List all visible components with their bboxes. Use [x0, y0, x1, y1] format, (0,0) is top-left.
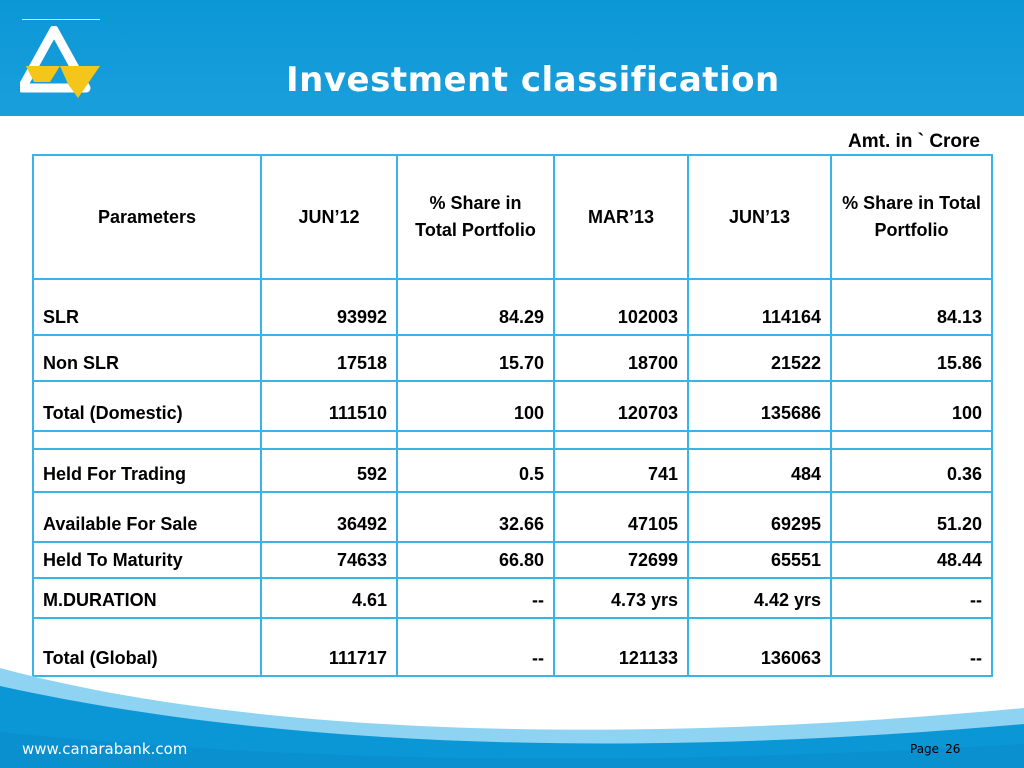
- cell-share-jun12: --: [396, 577, 555, 619]
- cell-parameter: Non SLR: [32, 334, 262, 382]
- slide-title: Investment classification: [286, 60, 780, 100]
- cell-parameter: Available For Sale: [32, 491, 262, 543]
- cell-share-jun13: 15.86: [830, 334, 993, 382]
- cell-jun12: 93992: [260, 278, 398, 336]
- cell-parameter: Total (Domestic): [32, 380, 262, 432]
- cell-share-jun12: 84.29: [396, 278, 555, 336]
- cell-mar13: 18700: [553, 334, 689, 382]
- header-parameters: Parameters: [32, 154, 262, 280]
- cell-mar13: 102003: [553, 278, 689, 336]
- table-row: Total (Global) 111717 -- 121133 136063 -…: [32, 617, 993, 677]
- cell-share-jun13: --: [830, 617, 993, 677]
- table-row: SLR 93992 84.29 102003 114164 84.13: [32, 278, 993, 336]
- cell-jun12: 74633: [260, 541, 398, 579]
- header-jun13: JUN’13: [687, 154, 832, 280]
- table-row-spacer: [32, 430, 993, 450]
- cell-share-jun12: 32.66: [396, 491, 555, 543]
- cell-mar13: [553, 430, 689, 450]
- header-divider: [22, 19, 100, 20]
- investment-table: Parameters JUN’12 % Share in Total Portf…: [32, 154, 993, 677]
- table-row: Held For Trading 592 0.5 741 484 0.36: [32, 448, 993, 493]
- cell-share-jun13: --: [830, 577, 993, 619]
- cell-share-jun13: 51.20: [830, 491, 993, 543]
- cell-share-jun13: 0.36: [830, 448, 993, 493]
- page-number: Page 26: [910, 742, 960, 756]
- cell-mar13: 4.73 yrs: [553, 577, 689, 619]
- cell-parameter: SLR: [32, 278, 262, 336]
- cell-mar13: 47105: [553, 491, 689, 543]
- table-row: Total (Domestic) 111510 100 120703 13568…: [32, 380, 993, 432]
- footer-wave: [0, 668, 1024, 768]
- cell-jun13: 135686: [687, 380, 832, 432]
- header-jun12: JUN’12: [260, 154, 398, 280]
- cell-share-jun13: 84.13: [830, 278, 993, 336]
- cell-jun13: 4.42 yrs: [687, 577, 832, 619]
- cell-mar13: 120703: [553, 380, 689, 432]
- table-row: Held To Maturity 74633 66.80 72699 65551…: [32, 541, 993, 579]
- cell-jun13: 114164: [687, 278, 832, 336]
- cell-jun13: 484: [687, 448, 832, 493]
- page-label: Page: [910, 742, 940, 756]
- cell-share-jun12: [396, 430, 555, 450]
- cell-mar13: 741: [553, 448, 689, 493]
- cell-jun13: 21522: [687, 334, 832, 382]
- cell-share-jun12: --: [396, 617, 555, 677]
- cell-share-jun12: 15.70: [396, 334, 555, 382]
- cell-jun12: 111510: [260, 380, 398, 432]
- cell-share-jun12: 0.5: [396, 448, 555, 493]
- cell-jun13: 69295: [687, 491, 832, 543]
- cell-share-jun12: 100: [396, 380, 555, 432]
- page-value: 26: [945, 742, 961, 756]
- canara-bank-logo-icon: [20, 26, 100, 98]
- footer-url: www.canarabank.com: [22, 740, 188, 758]
- cell-jun13: [687, 430, 832, 450]
- header-mar13: MAR’13: [553, 154, 689, 280]
- cell-share-jun13: [830, 430, 993, 450]
- cell-jun12: 4.61: [260, 577, 398, 619]
- cell-parameter: Held To Maturity: [32, 541, 262, 579]
- cell-jun12: 592: [260, 448, 398, 493]
- cell-mar13: 121133: [553, 617, 689, 677]
- cell-parameter: Held For Trading: [32, 448, 262, 493]
- cell-jun12: 111717: [260, 617, 398, 677]
- slide-header: Investment classification: [0, 0, 1024, 116]
- header-share-jun13: % Share in Total Portfolio: [830, 154, 993, 280]
- table-row: Non SLR 17518 15.70 18700 21522 15.86: [32, 334, 993, 382]
- cell-jun12: 36492: [260, 491, 398, 543]
- table-header-row: Parameters JUN’12 % Share in Total Portf…: [32, 154, 993, 280]
- cell-jun13: 136063: [687, 617, 832, 677]
- cell-share-jun12: 66.80: [396, 541, 555, 579]
- cell-jun13: 65551: [687, 541, 832, 579]
- cell-parameter: [32, 430, 262, 450]
- cell-jun12: [260, 430, 398, 450]
- cell-parameter: M.DURATION: [32, 577, 262, 619]
- table-row: Available For Sale 36492 32.66 47105 692…: [32, 491, 993, 543]
- cell-share-jun13: 48.44: [830, 541, 993, 579]
- table-row: M.DURATION 4.61 -- 4.73 yrs 4.42 yrs --: [32, 577, 993, 619]
- cell-parameter: Total (Global): [32, 617, 262, 677]
- cell-mar13: 72699: [553, 541, 689, 579]
- unit-note: Amt. in ` Crore: [848, 131, 980, 152]
- cell-jun12: 17518: [260, 334, 398, 382]
- cell-share-jun13: 100: [830, 380, 993, 432]
- header-share-jun12: % Share in Total Portfolio: [396, 154, 555, 280]
